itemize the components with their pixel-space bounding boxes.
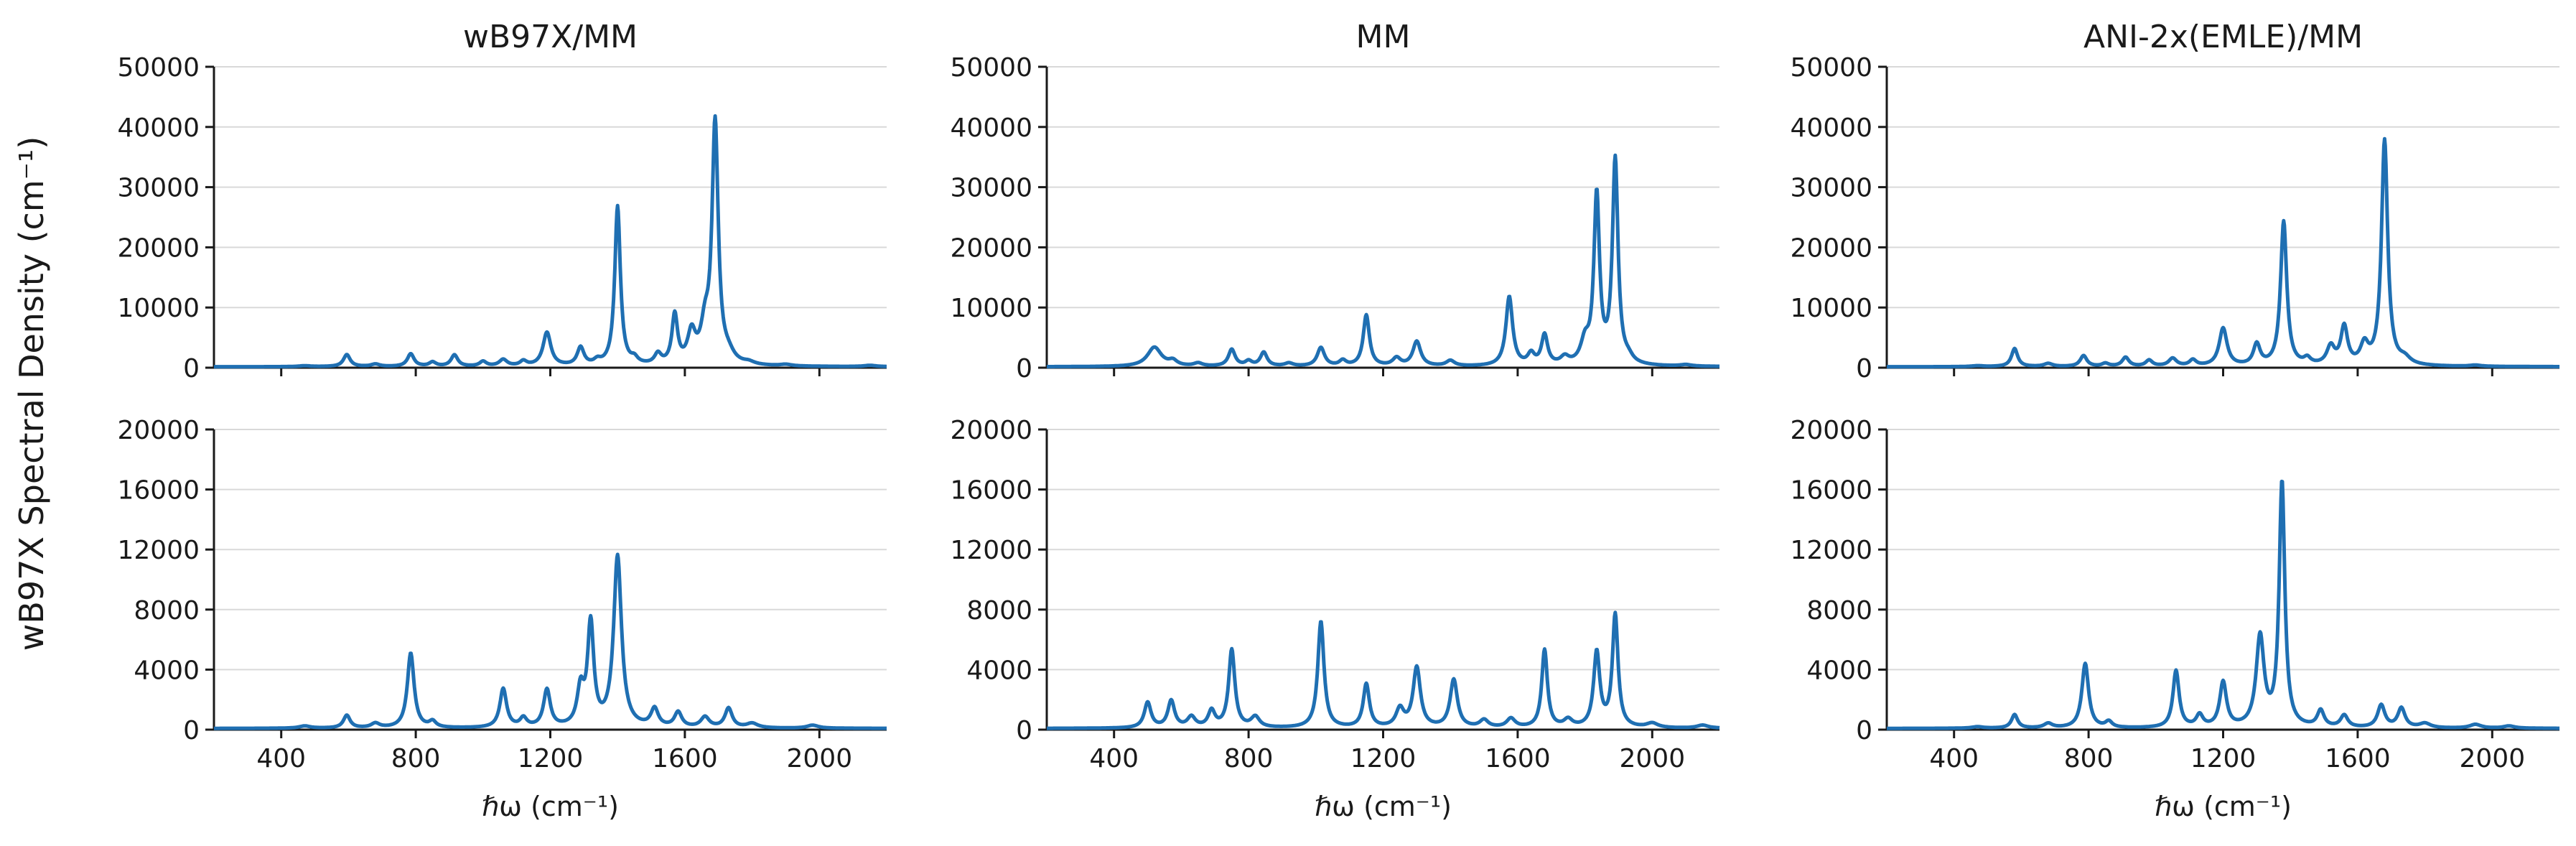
x-tick-label: 1200 [518,744,584,773]
y-tick-label: 20000 [117,233,200,263]
x-axis-label: ℏω (cm⁻¹) [2155,791,2292,822]
y-tick-label: 8000 [134,596,200,626]
x-tick-label: 800 [2064,744,2114,773]
y-tick-label: 0 [183,716,200,745]
y-tick-label: 10000 [1790,294,1872,323]
y-tick-label: 4000 [1806,656,1872,685]
y-tick-label: 0 [1856,354,1872,384]
panel-4: 0 4000 8000 12000 16000 20000 400 800 1200 1600 20… [117,416,888,822]
y-tick-label: 0 [1016,354,1032,384]
y-tick-label: 8000 [966,596,1032,626]
figure-ylabel: wB97X Spectral Density (cm⁻¹) [12,136,51,651]
y-tick-label: 50000 [950,53,1032,83]
x-tick-label: 2000 [1619,744,1685,773]
y-tick-label: 20000 [950,233,1032,263]
x-tick-label: 1600 [1485,744,1551,773]
spectrum-line [1045,610,1721,730]
y-tick-label: 50000 [117,53,200,83]
x-tick-label: 1200 [1350,744,1417,773]
y-tick-label: 40000 [950,113,1032,143]
x-tick-label: 400 [1089,744,1139,773]
spectrum-line [1885,136,2561,369]
panel-title: ANI-2x(EMLE)/MM [2083,19,2363,55]
x-tick-label: 800 [1224,744,1274,773]
y-tick-label: 50000 [1790,53,1872,83]
y-tick-label: 12000 [1790,536,1872,565]
y-tick-label: 20000 [1790,233,1872,263]
y-tick-label: 30000 [1790,174,1872,203]
y-tick-label: 20000 [950,416,1032,445]
spectrum-line [1885,479,2561,730]
panel-2: 0 10000 20000 30000 40000 50000 MM [950,19,1721,384]
y-tick-label: 20000 [117,416,200,445]
y-tick-label: 0 [1856,716,1872,745]
y-tick-label: 16000 [1790,476,1872,506]
panel-1: 0 10000 20000 30000 40000 50000 wB97X/MM [117,19,888,384]
y-tick-label: 40000 [117,113,200,143]
x-tick-label: 1600 [652,744,718,773]
panel-title: wB97X/MM [463,19,638,55]
y-tick-label: 4000 [966,656,1032,685]
y-tick-label: 0 [1016,716,1032,745]
y-tick-label: 10000 [950,294,1032,323]
y-tick-label: 10000 [117,294,200,323]
y-tick-label: 12000 [950,536,1032,565]
y-tick-label: 30000 [117,174,200,203]
panel-6: 0 4000 8000 12000 16000 20000 400 800 1200 1600 20… [1790,416,2561,822]
y-tick-label: 40000 [1790,113,1872,143]
y-tick-label: 0 [183,354,200,384]
x-tick-label: 2000 [786,744,852,773]
y-tick-label: 4000 [134,656,200,685]
y-tick-label: 8000 [1806,596,1872,626]
x-tick-label: 2000 [2459,744,2525,773]
x-tick-label: 400 [1929,744,1979,773]
panel-grid: 01000020000300004000050000wB97X/MM010000… [117,19,2561,822]
y-tick-label: 12000 [117,536,200,565]
y-tick-label: 16000 [117,476,200,506]
y-tick-label: 20000 [1790,416,1872,445]
spectrum-line [1045,153,1721,368]
x-tick-label: 800 [391,744,441,773]
x-axis-label: ℏω (cm⁻¹) [1315,791,1452,822]
x-tick-label: 1600 [2325,744,2391,773]
panel-title: MM [1356,19,1411,55]
panel-3: 0 10000 20000 30000 40000 50000 ANI-2x(EMLE)/M… [1790,19,2561,384]
x-axis-label: ℏω (cm⁻¹) [482,791,619,822]
y-tick-label: 30000 [950,174,1032,203]
x-tick-label: 1200 [2190,744,2257,773]
y-tick-label: 16000 [950,476,1032,506]
x-tick-label: 400 [256,744,306,773]
spectrum-line [213,114,888,369]
spectrum-line [213,552,888,730]
panel-5: 0 4000 8000 12000 16000 20000 400 800 1200 1600 20… [950,416,1721,822]
